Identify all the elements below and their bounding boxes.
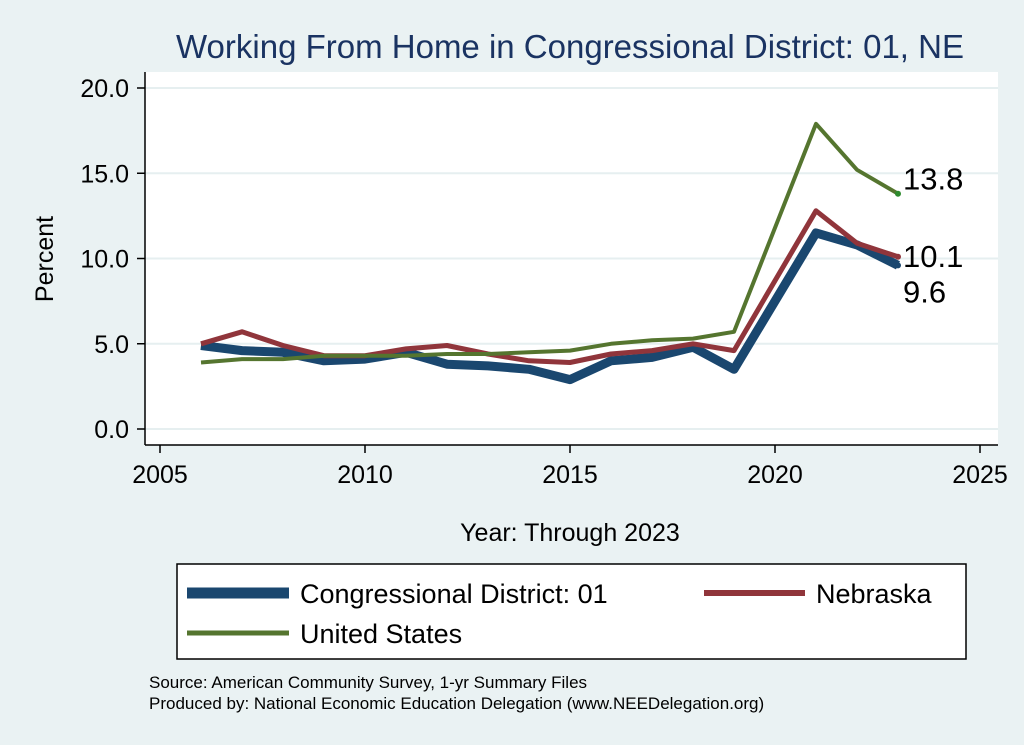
x-tick-label-3: 2020 [747,461,803,489]
x-ticks: 2005 2010 2015 2020 2025 [132,445,1008,489]
end-label-nebraska: 10.1 [903,239,963,274]
y-tick-label-2: 10.0 [80,246,129,274]
series-group [200,121,901,385]
y-ticks: 0.0 5.0 10.0 15.0 20.0 [80,75,145,444]
produced-by-note: Produced by: National Economic Education… [149,694,764,713]
y-tick-label-1: 5.0 [94,331,129,359]
y-tick-label-4: 20.0 [80,75,129,103]
gridlines [145,87,998,430]
legend-label-nebraska: Nebraska [816,579,933,609]
x-axis-label: Year: Through 2023 [460,519,680,547]
end-marker-district [895,262,901,269]
x-tick-label-4: 2025 [952,461,1008,489]
legend-box [176,563,967,660]
legend-label-us: United States [300,619,462,649]
x-tick-label-2: 2015 [542,461,598,489]
y-tick-label-0: 0.0 [94,416,129,444]
x-tick-label-1: 2010 [337,461,393,489]
y-tick-label-3: 15.0 [80,160,129,188]
end-label-district: 9.6 [903,274,946,309]
x-tick-label-0: 2005 [132,461,188,489]
end-marker-united-states [895,190,901,197]
source-note: Source: American Community Survey, 1-yr … [149,673,587,692]
chart-title: Working From Home in Congressional Distr… [176,28,964,65]
end-label-united-states: 13.8 [903,162,963,197]
end-labels: 9.610.1 13.8 [895,162,963,309]
end-marker-nebraska [895,253,901,260]
legend-label-district: Congressional District: 01 [300,579,608,609]
legend: Congressional District: 01 Nebraska Unit… [176,563,967,660]
y-axis-label: Percent [31,216,59,302]
